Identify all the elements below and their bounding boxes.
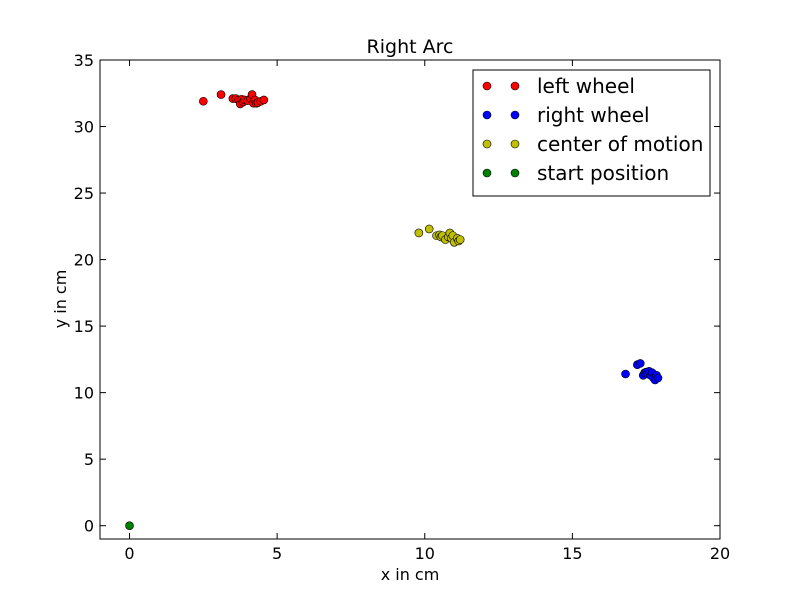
legend-marker (510, 110, 520, 120)
legend-label: right wheel (537, 103, 650, 127)
x-axis-label: x in cm (381, 565, 440, 584)
legend-item-left-wheel: left wheel (482, 74, 635, 98)
legend-marker (510, 168, 520, 178)
y-tick-label: 25 (74, 184, 94, 203)
y-tick-label: 30 (74, 118, 94, 137)
left-wheel-point (199, 96, 208, 106)
start-position-point (125, 521, 134, 530)
left-wheel-point (259, 95, 269, 105)
y-tick-label: 10 (74, 384, 94, 403)
y-tick-label: 20 (74, 251, 94, 270)
series-start-position (125, 521, 134, 530)
x-tick-label: 15 (562, 544, 582, 563)
right-wheel-point (635, 359, 645, 368)
plot-layer (125, 90, 663, 530)
x-tick-label: 20 (710, 544, 730, 563)
legend-marker (510, 139, 520, 149)
legend-marker (482, 168, 492, 178)
right-wheel-point (621, 369, 630, 379)
series-right-wheel (621, 359, 663, 385)
legend-marker (482, 110, 492, 120)
series-center-of-motion (414, 224, 465, 247)
legend-label: left wheel (537, 74, 635, 98)
x-tick-label: 0 (124, 544, 134, 563)
legend: left wheel right wheel center of motion sta… (472, 69, 711, 197)
center-of-motion-point (455, 235, 465, 244)
legend-marker (510, 81, 520, 91)
legend-marker (482, 139, 492, 149)
y-tick-label: 0 (84, 517, 94, 536)
right-wheel-point (653, 373, 663, 383)
legend-label: center of motion (537, 132, 703, 156)
legend-marker (482, 81, 492, 91)
legend-item-right-wheel: right wheel (482, 103, 650, 127)
chart-title: Right Arc (367, 36, 454, 58)
y-tick-label: 15 (74, 317, 94, 336)
legend-item-start-position: start position (482, 161, 669, 185)
ticks-layer: 0 5 10 15 20 0 5 10 15 20 25 30 35 (74, 51, 731, 563)
legend-item-center-of-motion: center of motion (482, 132, 703, 156)
left-wheel-point (216, 90, 226, 99)
y-tick-label: 5 (84, 450, 94, 469)
series-left-wheel (199, 90, 269, 109)
y-axis-label: y in cm (51, 270, 70, 329)
y-tick-label: 35 (74, 51, 94, 70)
center-of-motion-point (424, 224, 434, 234)
legend-label: start position (537, 161, 669, 185)
x-tick-label: 10 (415, 544, 435, 563)
x-tick-label: 5 (272, 544, 282, 563)
plot-frame (99, 59, 721, 540)
center-of-motion-point (414, 228, 424, 238)
